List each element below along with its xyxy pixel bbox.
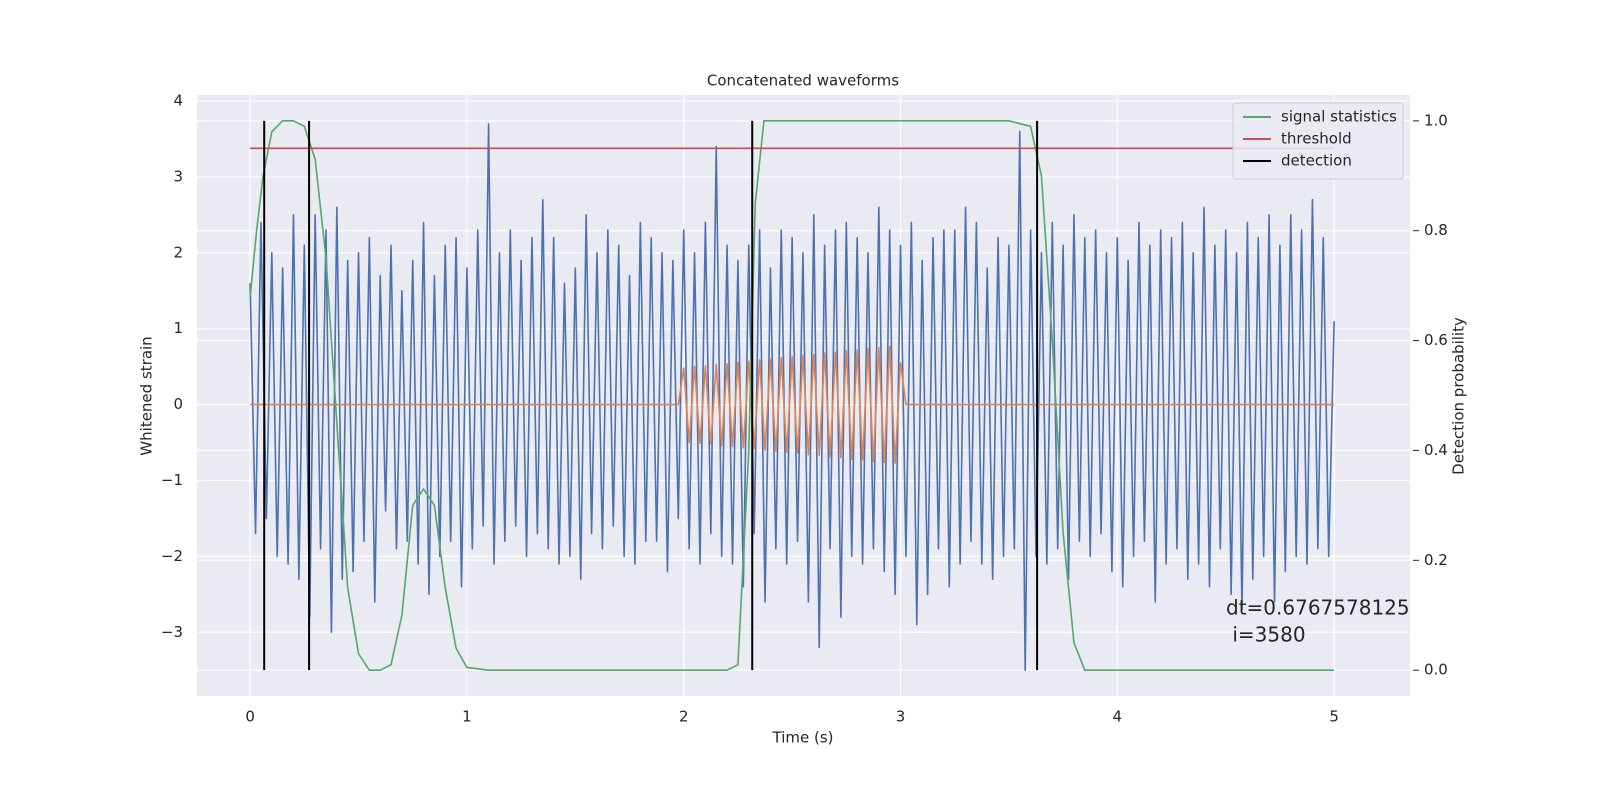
x-tick-label: 5: [1329, 708, 1339, 726]
marks: [249, 120, 1335, 671]
y2-tick-label: 0.6: [1424, 331, 1448, 349]
legend-label: signal statistics: [1281, 108, 1397, 126]
annotation: dt=0.6767578125: [1226, 596, 1410, 620]
legend-label: detection: [1281, 152, 1352, 170]
y2-axis-label: Detection probability: [1450, 317, 1468, 475]
y2-tick-label: 0.0: [1424, 661, 1448, 679]
y-tick-label: 3: [173, 167, 183, 185]
y-tick-label: −1: [161, 471, 183, 489]
y-tick-label: 4: [173, 92, 183, 110]
y-tick-label: −3: [161, 623, 183, 641]
legend-label: threshold: [1281, 130, 1352, 148]
series-line: [249, 123, 1335, 671]
y2-tick-label: 1.0: [1424, 111, 1448, 129]
y-tick-label: −2: [161, 547, 183, 565]
legend: signal statistics threshold detection: [1232, 102, 1404, 180]
y2-tick-label: 0.8: [1424, 221, 1448, 239]
y2-tick-label: 0.4: [1424, 441, 1448, 459]
x-tick-label: 1: [462, 708, 472, 726]
y2-tick-label: 0.2: [1424, 551, 1448, 569]
series-line: [249, 120, 1335, 671]
x-tick-label: 2: [679, 708, 689, 726]
chart-title: Concatenated waveforms: [707, 72, 899, 90]
series-line: [250, 345, 1335, 464]
y-axis-label: Whitened strain: [138, 336, 156, 455]
x-axis-label: Time (s): [772, 729, 834, 747]
y-tick-label: 2: [173, 243, 183, 261]
x-tick-label: 0: [245, 708, 255, 726]
annotation: i=3580: [1226, 623, 1306, 647]
x-tick-label: 4: [1113, 708, 1123, 726]
y-tick-label: 1: [173, 319, 183, 337]
legend-box: [1232, 102, 1404, 180]
y-tick-label: 0: [173, 395, 183, 413]
x-tick-label: 3: [896, 708, 906, 726]
